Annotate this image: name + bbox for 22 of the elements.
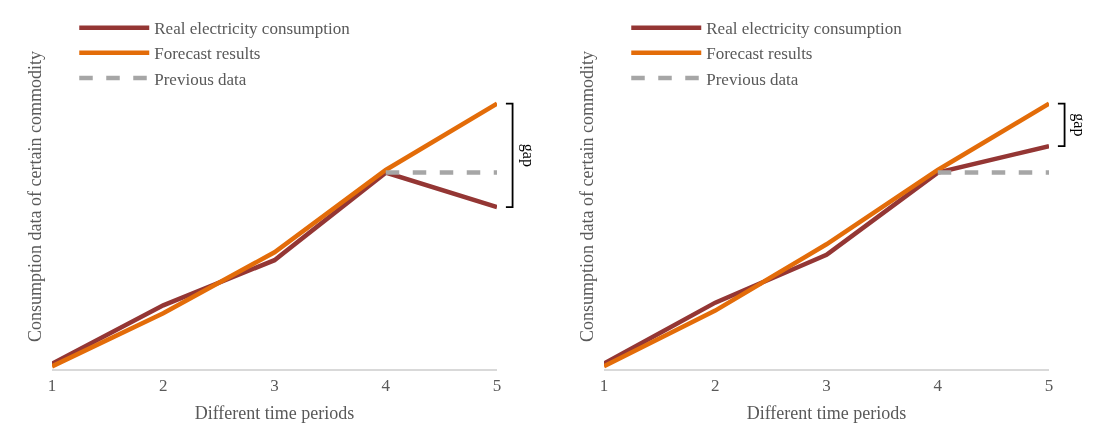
x-tick-label: 4	[381, 376, 391, 396]
text: gap	[1070, 113, 1089, 137]
legend-label: Previous data	[706, 69, 799, 89]
x-tick-label: 3	[822, 376, 831, 396]
x-tick-label: 3	[270, 376, 279, 396]
x-tick-label: 2	[711, 376, 720, 396]
x-tick-label: 2	[159, 376, 168, 396]
x-tick-label: 5	[1044, 376, 1054, 396]
x-tick-label: 5	[492, 376, 502, 396]
legend-label: Real electricity consumption	[706, 19, 903, 39]
x-axis-title: Different time periods	[746, 402, 907, 423]
text: gap	[518, 143, 537, 167]
x-tick-label: 1	[599, 376, 609, 396]
legend-label: Forecast results	[706, 44, 813, 64]
legend-label: Forecast results	[154, 44, 261, 64]
x-axis-title: Different time periods	[194, 402, 355, 423]
y-axis-title: Consumption data of certain commodity	[577, 51, 598, 342]
x-tick-label: 4	[933, 376, 943, 396]
legend-label: Previous data	[154, 69, 247, 89]
legend-label: Real electricity consumption	[154, 19, 351, 39]
y-axis-title: Consumption data of certain commodity	[25, 51, 46, 342]
x-tick-label: 1	[47, 376, 57, 396]
